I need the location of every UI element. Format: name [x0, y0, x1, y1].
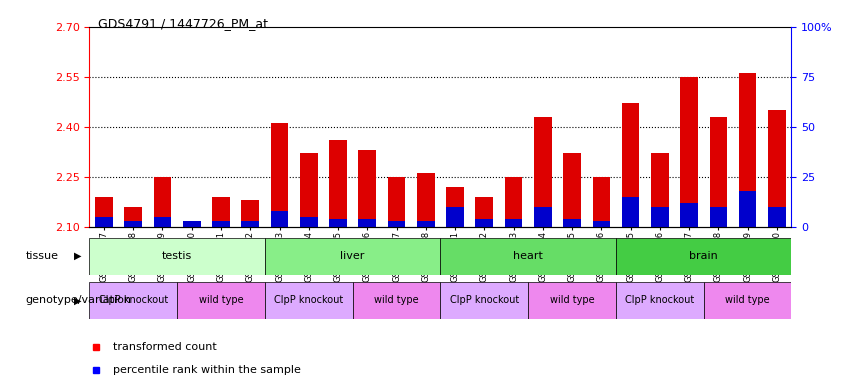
Bar	[563, 218, 580, 227]
Bar	[212, 220, 230, 227]
Bar	[329, 218, 346, 227]
Bar	[271, 123, 288, 227]
Bar	[505, 177, 523, 227]
Text: tissue: tissue	[26, 251, 59, 261]
Bar	[242, 220, 259, 227]
Text: wild type: wild type	[550, 295, 594, 306]
Bar	[534, 117, 551, 227]
Bar	[680, 77, 698, 227]
Bar	[651, 153, 669, 227]
Bar	[616, 282, 704, 319]
Bar	[388, 220, 405, 227]
Text: ClpP knockout: ClpP knockout	[99, 295, 168, 306]
Text: ▶: ▶	[74, 295, 82, 305]
Text: percentile rank within the sample: percentile rank within the sample	[112, 365, 300, 375]
Bar	[329, 140, 346, 227]
Bar	[739, 190, 757, 227]
Bar	[89, 238, 265, 275]
Bar	[440, 238, 616, 275]
Text: heart: heart	[513, 251, 543, 262]
Bar	[680, 203, 698, 227]
Bar	[651, 207, 669, 227]
Text: liver: liver	[340, 251, 365, 262]
Text: wild type: wild type	[374, 295, 419, 306]
Bar	[768, 110, 785, 227]
Bar	[358, 150, 376, 227]
Bar	[242, 200, 259, 227]
Bar	[505, 218, 523, 227]
Bar	[622, 197, 639, 227]
Text: ▶: ▶	[74, 251, 82, 261]
Bar	[476, 197, 493, 227]
Bar	[446, 207, 464, 227]
Bar	[95, 197, 112, 227]
Bar	[95, 217, 112, 227]
Bar	[265, 238, 440, 275]
Bar	[622, 103, 639, 227]
Bar	[154, 217, 171, 227]
Bar	[300, 217, 317, 227]
Bar	[388, 177, 405, 227]
Text: brain: brain	[689, 251, 718, 262]
Text: wild type: wild type	[198, 295, 243, 306]
Text: ClpP knockout: ClpP knockout	[449, 295, 519, 306]
Bar	[592, 177, 610, 227]
Bar	[710, 207, 727, 227]
Bar	[592, 220, 610, 227]
Bar	[417, 220, 435, 227]
Bar	[616, 238, 791, 275]
Text: wild type: wild type	[725, 295, 770, 306]
Bar	[440, 282, 528, 319]
Text: ClpP knockout: ClpP knockout	[274, 295, 343, 306]
Bar	[124, 207, 142, 227]
Bar	[89, 282, 177, 319]
Bar	[358, 218, 376, 227]
Text: ClpP knockout: ClpP knockout	[625, 295, 694, 306]
Bar	[476, 218, 493, 227]
Bar	[563, 153, 580, 227]
Bar	[534, 207, 551, 227]
Text: transformed count: transformed count	[112, 342, 216, 352]
Bar	[265, 282, 352, 319]
Bar	[177, 282, 265, 319]
Text: testis: testis	[162, 251, 192, 262]
Bar	[417, 173, 435, 227]
Bar	[739, 73, 757, 227]
Bar	[352, 282, 440, 319]
Bar	[528, 282, 616, 319]
Bar	[446, 187, 464, 227]
Bar	[710, 117, 727, 227]
Bar	[183, 220, 201, 227]
Bar	[271, 210, 288, 227]
Bar	[154, 177, 171, 227]
Bar	[300, 153, 317, 227]
Bar	[704, 282, 791, 319]
Bar	[212, 197, 230, 227]
Text: GDS4791 / 1447726_PM_at: GDS4791 / 1447726_PM_at	[98, 17, 268, 30]
Text: genotype/variation: genotype/variation	[26, 295, 132, 305]
Bar	[768, 207, 785, 227]
Bar	[124, 220, 142, 227]
